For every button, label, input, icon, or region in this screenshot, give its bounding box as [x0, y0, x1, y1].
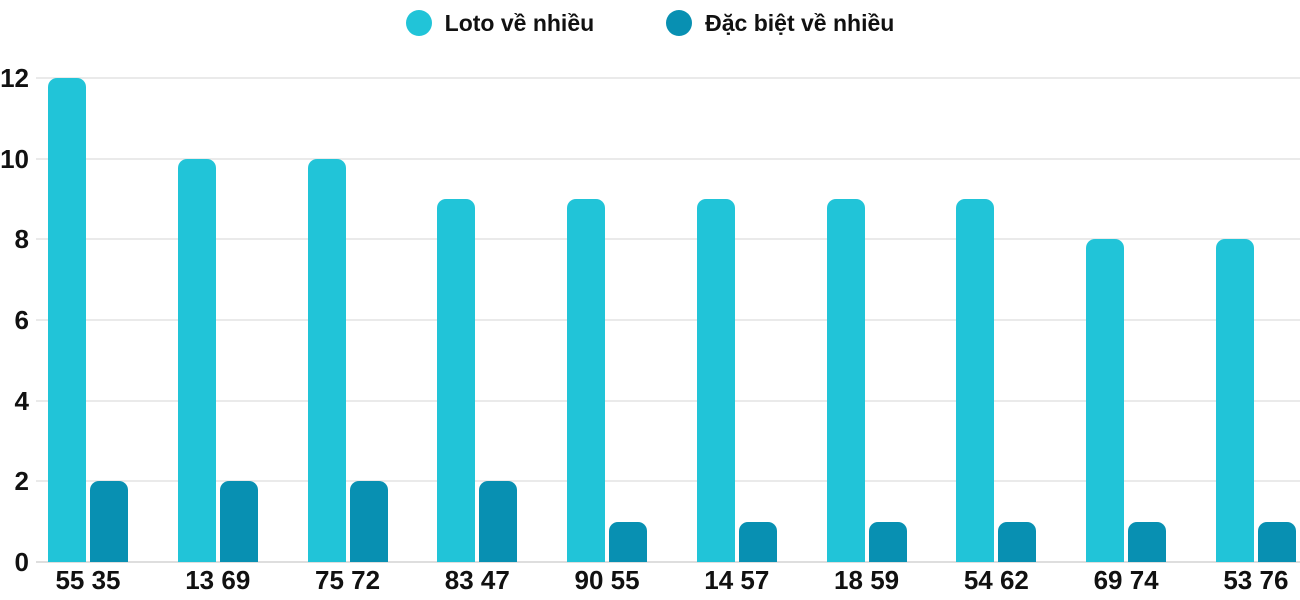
bar-group-69-74: [1086, 78, 1167, 562]
x-axis-label-75-72: 75 72: [314, 565, 381, 595]
x-axis-label-53-76: 53 76: [1223, 565, 1289, 595]
bar-group-83-47: [437, 78, 518, 562]
y-axis-tick-0: 0: [14, 547, 29, 577]
bar-loto-ve-nhieu-18-59[interactable]: [826, 199, 865, 562]
bar--ac-biet-ve-nhieu-53-76[interactable]: [1257, 521, 1296, 562]
y-axis-tick-12: 12: [0, 63, 29, 93]
bar-group-75-72: [307, 78, 388, 562]
bar-group-55-35: [48, 78, 128, 562]
legend-item--ac-biet-ve-nhieu[interactable]: Đặc biệt về nhiều: [666, 10, 894, 36]
bar-loto-ve-nhieu-83-47[interactable]: [437, 199, 476, 562]
y-axis: 0 2 4 6 8 10 12: [0, 65, 32, 575]
y-axis-tick-2: 2: [14, 466, 29, 497]
bar--ac-biet-ve-nhieu-55-35[interactable]: [90, 481, 128, 562]
gridline-12: [36, 77, 1300, 79]
x-axis-label-18-59: 18 59: [834, 565, 900, 595]
gridline-8: [36, 238, 1300, 241]
legend-label: Đặc biệt về nhiều: [705, 9, 895, 36]
bar--ac-biet-ve-nhieu-75-72[interactable]: [349, 481, 388, 562]
bar-group-90-55: [567, 78, 648, 562]
bar-loto-ve-nhieu-69-74[interactable]: [1086, 239, 1125, 562]
x-axis-label-83-47: 83 47: [444, 565, 510, 595]
gridline-10: [36, 157, 1300, 160]
legend-swatch-icon: [666, 10, 693, 36]
gridline-2: [36, 480, 1300, 483]
gridline-0: [36, 561, 1300, 563]
legend-label: Loto về nhiều: [444, 9, 595, 36]
bar-group-54-62: [956, 78, 1037, 562]
bar--ac-biet-ve-nhieu-14-57[interactable]: [738, 521, 777, 562]
chart-legend: Loto về nhiều Đặc biệt về nhiều: [0, 10, 1300, 36]
x-axis-label-69-74: 69 74: [1093, 565, 1159, 595]
gridline-6: [36, 319, 1300, 321]
bar-loto-ve-nhieu-75-72[interactable]: [307, 158, 346, 562]
bar-groups: [36, 78, 1300, 562]
bar-loto-ve-nhieu-13-69[interactable]: [177, 158, 216, 562]
x-axis-label-54-62: 54 62: [963, 565, 1029, 595]
x-axis-label-90-55: 90 55: [574, 565, 640, 595]
bar--ac-biet-ve-nhieu-83-47[interactable]: [479, 481, 518, 562]
bar--ac-biet-ve-nhieu-13-69[interactable]: [219, 481, 258, 562]
x-axis-label-14-57: 14 57: [704, 565, 770, 595]
bar--ac-biet-ve-nhieu-54-62[interactable]: [998, 521, 1037, 562]
gridlines: [36, 77, 1300, 563]
y-axis-tick-6: 6: [14, 305, 29, 335]
bar-loto-ve-nhieu-55-35[interactable]: [48, 78, 86, 562]
y-axis-tick-8: 8: [14, 224, 29, 255]
x-axis-label-13-69: 13 69: [185, 565, 251, 595]
bar-loto-ve-nhieu-90-55[interactable]: [567, 199, 606, 562]
x-axis: 55 35 13 69 75 72 83 47 90 55 14 57 18 59 54 62…: [36, 566, 1300, 595]
bar--ac-biet-ve-nhieu-90-55[interactable]: [609, 521, 648, 562]
y-axis-tick-10: 10: [0, 143, 29, 174]
bar-loto-ve-nhieu-53-76[interactable]: [1215, 239, 1254, 562]
bar-group-18-59: [826, 78, 907, 562]
bar--ac-biet-ve-nhieu-69-74[interactable]: [1128, 521, 1167, 562]
bar-group-13-69: [177, 78, 258, 562]
gridline-4: [36, 399, 1300, 402]
bar-loto-ve-nhieu-14-57[interactable]: [696, 199, 735, 562]
bar--ac-biet-ve-nhieu-18-59[interactable]: [868, 521, 907, 562]
legend-swatch-icon: [405, 10, 432, 36]
y-axis-tick-4: 4: [14, 385, 29, 416]
x-axis-label-55-35: 55 35: [55, 565, 121, 595]
bar-group-14-57: [696, 78, 777, 562]
legend-item-loto-ve-nhieu[interactable]: Loto về nhiều: [405, 9, 595, 36]
bar-group-53-76: [1215, 78, 1296, 562]
bar-loto-ve-nhieu-54-62[interactable]: [956, 199, 995, 562]
plot-area: [36, 77, 1300, 563]
